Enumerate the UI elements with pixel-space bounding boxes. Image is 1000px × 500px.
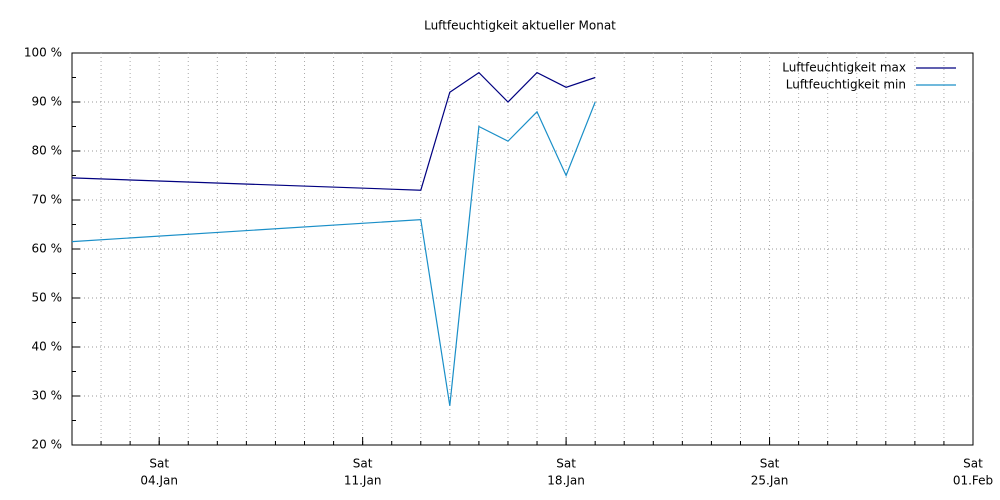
- x-tick-weekday: Sat: [963, 457, 983, 471]
- x-tick-weekday: Sat: [353, 457, 373, 471]
- y-tick-label: 100 %: [24, 46, 62, 60]
- y-tick-label: 70 %: [32, 193, 63, 207]
- x-tick-label: 18.Jan: [547, 474, 585, 488]
- y-tick-label: 30 %: [32, 389, 63, 403]
- x-tick-label: 04.Jan: [140, 474, 178, 488]
- y-tick-label: 60 %: [32, 242, 63, 256]
- series-line: [71, 101, 596, 406]
- y-tick-label: 50 %: [32, 291, 63, 305]
- x-tick-weekday: Sat: [556, 457, 576, 471]
- x-tick-label: 11.Jan: [344, 474, 382, 488]
- y-tick-label: 80 %: [32, 144, 63, 158]
- y-tick-label: 40 %: [32, 340, 63, 354]
- x-tick-label: 25.Jan: [751, 474, 789, 488]
- y-tick-label: 20 %: [32, 438, 63, 452]
- plot-frame: [71, 52, 974, 446]
- x-tick-weekday: Sat: [760, 457, 780, 471]
- legend-label: Luftfeuchtigkeit max: [782, 61, 906, 75]
- series-line: [71, 71, 596, 191]
- x-tick-weekday: Sat: [149, 457, 169, 471]
- x-tick-label: 01.Feb: [953, 474, 993, 488]
- y-tick-label: 90 %: [32, 95, 63, 109]
- chart-title: Luftfeuchtigkeit aktueller Monat: [424, 19, 616, 33]
- legend-label: Luftfeuchtigkeit min: [786, 78, 906, 92]
